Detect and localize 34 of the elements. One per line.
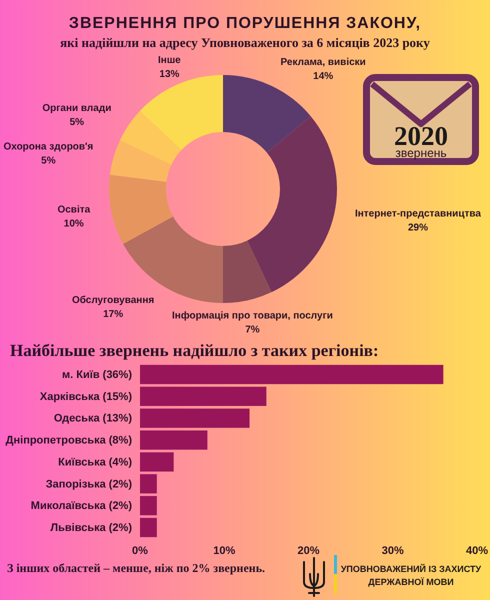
x-tick-label: 20% — [297, 544, 320, 557]
slice-label: Інше — [158, 55, 182, 66]
x-tick-label: 0% — [132, 544, 148, 557]
data-label: 29% — [408, 222, 428, 234]
slice-label: Інформація про товари, послуги — [172, 310, 333, 322]
data-label: 14% — [313, 70, 334, 82]
slice-label: Обслуговування — [72, 295, 154, 306]
y-tick-label: Одеська (13%) — [54, 412, 132, 425]
chart-title: Найбільше звернень надійшло з таких регіонів: — [10, 341, 379, 360]
data-label: 17% — [103, 309, 124, 320]
y-tick-label: Харківська (15%) — [40, 390, 132, 403]
y-tick-label: Дніпропетровська (8%) — [6, 434, 132, 447]
text: З інших областей – менше, ніж по 2% звернень. — [7, 561, 266, 575]
data-label: 10% — [64, 218, 84, 230]
data-label: 5% — [41, 155, 56, 166]
y-tick-label: Миколаївська (2%) — [30, 500, 132, 512]
data-label: 7% — [245, 324, 260, 336]
y-tick-label: Львівська (2%) — [50, 522, 132, 534]
chart-title: ЗВЕРНЕННЯ ПРО ПОРУШЕННЯ ЗАКОНУ, — [68, 15, 422, 32]
data-label: 5% — [70, 117, 84, 128]
slice-label: Інтернет-представництва — [354, 208, 482, 220]
y-tick-label: Київська (4%) — [58, 456, 132, 468]
data-label: 13% — [159, 69, 180, 80]
text: УПОВНОВАЖЕНИЙ ІЗ ЗАХИСТУ ДЕРЖАВНОЇ МОВИ — [340, 563, 482, 587]
chart-subtitle: які надійшли на адресу Уповноваженого за 6 місяців 2023 року — [60, 35, 430, 50]
x-tick-label: 30% — [382, 544, 404, 557]
slice-label: Органи влади — [42, 103, 112, 114]
y-tick-label: Запорізька (2%) — [46, 478, 132, 490]
x-tick-label: 10% — [213, 544, 236, 557]
x-tick-label: 40% — [466, 544, 488, 557]
slice-label: Охорона здоров'я — [3, 141, 94, 152]
slice-label: Освіта — [57, 204, 91, 216]
y-tick-label: м. Київ (36%) — [62, 369, 132, 382]
slice-label: Реклама, вивіски — [280, 56, 366, 68]
